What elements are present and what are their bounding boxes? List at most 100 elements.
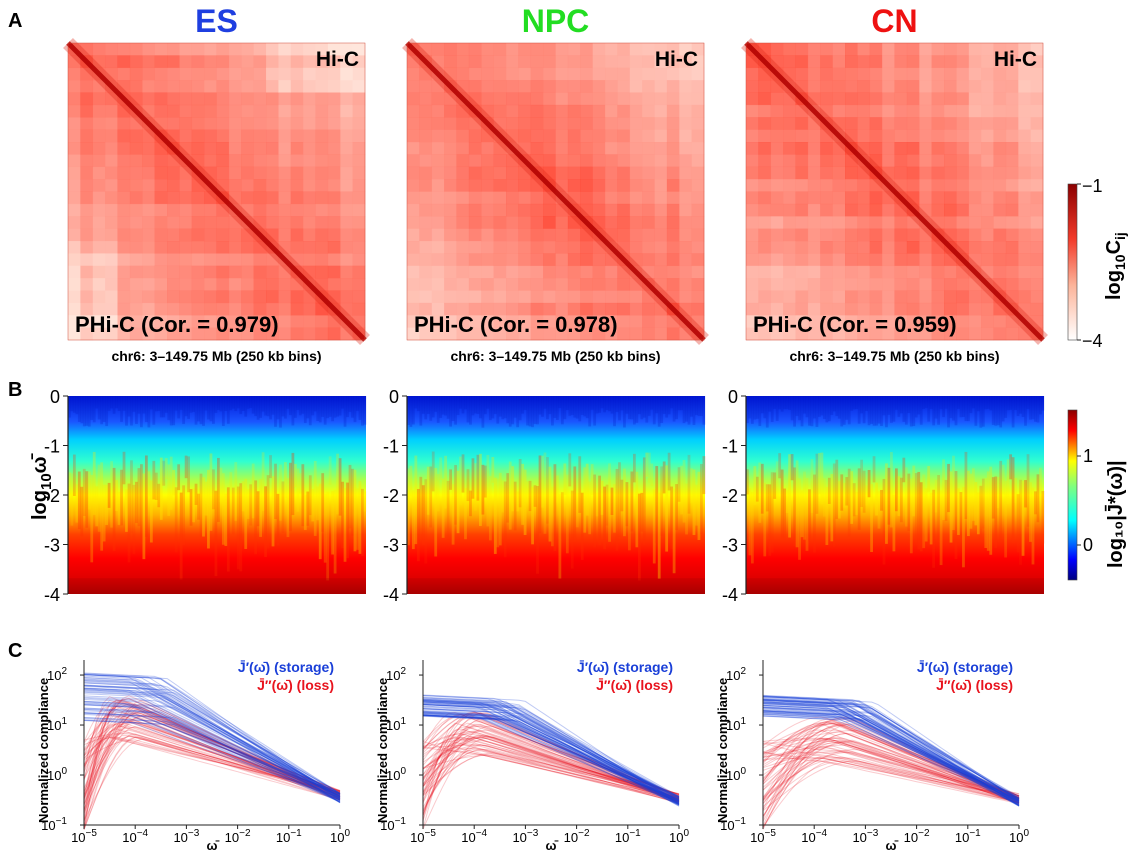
- legend-entry-loss: J̄″(ω̄) (loss): [596, 676, 673, 693]
- compliance-y-tick: 10−1: [720, 816, 746, 833]
- compliance-y-tick: 10−1: [41, 816, 67, 833]
- compliance-x-tick: 10−3: [173, 828, 199, 845]
- compliance-y-tick: 100: [726, 766, 746, 783]
- hic-label: Hi-C: [316, 48, 359, 71]
- legend-entry-storage: J̄′(ω̄) (storage): [238, 658, 334, 675]
- colorbar-b-label: log₁₀|J̄*(ω̄)|: [1105, 460, 1127, 568]
- compliance-xlabel: ω̄: [886, 838, 899, 852]
- condition-title-npc: NPC: [522, 3, 590, 39]
- legend-entry-storage: J̄′(ω̄) (storage): [917, 658, 1013, 675]
- compliance-x-tick: 10−1: [955, 828, 981, 845]
- compliance-x-tick: 10−5: [410, 828, 436, 845]
- compliance-x-tick: 10−2: [225, 828, 251, 845]
- panel-letter-b: B: [8, 379, 22, 401]
- hic-label: Hi-C: [655, 48, 698, 71]
- spectrum-cn: 0 -1 -2 -3 -4: [722, 387, 1045, 605]
- compliance-x-tick: 10−4: [461, 828, 487, 845]
- compliance-y-tick: 101: [47, 716, 67, 733]
- colorbar-b-tick-0: 0: [1083, 535, 1093, 555]
- compliance-legend: J̄′(ω̄) (storage)J̄″(ω̄) (loss): [238, 658, 334, 693]
- chromosome-range-label: chr6: 3–149.75 Mb (250 kb bins): [111, 348, 321, 364]
- compliance-x-tick: 10−5: [71, 828, 97, 845]
- colorbar-a-tick-bottom: −4: [1082, 331, 1103, 351]
- compliance-x-tick: 10−2: [904, 828, 930, 845]
- compliance-x-tick: 10−2: [564, 828, 590, 845]
- compliance-legend: J̄′(ω̄) (storage)J̄″(ω̄) (loss): [577, 658, 673, 693]
- spectrum-y-tick: -4: [722, 585, 738, 605]
- spectrum-y-tick: -1: [383, 437, 399, 457]
- compliance-ylabel: Normalized compliance: [375, 678, 390, 823]
- compliance-plot-es: 10−5 10−4 10−3 10−2 10−1 100 10−1 100 101 102Norm…: [36, 658, 350, 852]
- compliance-y-tick: 10−1: [380, 816, 406, 833]
- spectrum-es: 0 -1 -2 -3 -4: [44, 387, 367, 605]
- compliance-x-tick: 100: [330, 828, 350, 845]
- loss-curves: [83, 695, 341, 830]
- compliance-x-tick: 10−5: [750, 828, 776, 845]
- hic-diagonal: [744, 41, 1045, 342]
- spectrum-y-tick: -3: [383, 536, 399, 556]
- storage-curves: [762, 694, 1020, 807]
- compliance-y-tick: 101: [726, 716, 746, 733]
- spectrum-y-tick: -3: [722, 536, 738, 556]
- compliance-y-tick: 100: [47, 766, 67, 783]
- spectrum-y-tick: -4: [44, 585, 60, 605]
- spectrum-y-tick: 0: [50, 387, 60, 407]
- condition-title-cn: CN: [871, 3, 917, 39]
- compliance-y-tick: 100: [386, 766, 406, 783]
- compliance-x-tick: 10−3: [852, 828, 878, 845]
- phic-correlation-label: PHi-C (Cor. = 0.979): [75, 312, 279, 337]
- spectrum-y-tick: -2: [383, 486, 399, 506]
- phic-correlation-label: PHi-C (Cor. = 0.978): [414, 312, 618, 337]
- compliance-xlabel: ω̄: [207, 838, 220, 852]
- colorbar-b-gradient: [1067, 409, 1078, 581]
- hic-map-npc: NPC Hi-C PHi-C (Cor. = 0.978) chr6: 3–149.7…: [402, 3, 709, 364]
- chromosome-range-label: chr6: 3–149.75 Mb (250 kb bins): [450, 348, 660, 364]
- hic-map-cn: CN Hi-C PHi-C (Cor. = 0.959) chr6: 3–149.75…: [741, 3, 1048, 364]
- chromosome-range-label: chr6: 3–149.75 Mb (250 kb bins): [789, 348, 999, 364]
- colorbar-a: −1 −4 log10Cij: [1067, 176, 1128, 351]
- compliance-ylabel: Normalized compliance: [715, 678, 730, 823]
- legend-entry-loss: J̄″(ω̄) (loss): [257, 676, 334, 693]
- panel-b-ylabel: log10ω̄: [29, 453, 55, 520]
- colorbar-a-tick-top: −1: [1082, 176, 1103, 196]
- spectrum-y-tick: -2: [722, 486, 738, 506]
- colorbar-a-gradient: [1067, 183, 1078, 341]
- panel-c-compliance: 10−5 10−4 10−3 10−2 10−1 10010−1100101102Norm…: [36, 658, 1029, 852]
- legend-entry-loss: J̄″(ω̄) (loss): [936, 676, 1013, 693]
- compliance-plot-npc: 10−5 10−4 10−3 10−2 10−1 100 10−1 100 101 102Norm…: [375, 658, 689, 852]
- spectrum-y-tick: 0: [389, 387, 399, 407]
- panel-b-spectra: 0 -1 -2 -3 -4 0 -1 -2 -3 -4 0 -1 -2 -3 -4: [44, 387, 1045, 605]
- spectrum-y-tick: -3: [44, 536, 60, 556]
- compliance-y-tick: 101: [386, 716, 406, 733]
- spectrum-npc: 0 -1 -2 -3 -4: [383, 387, 706, 605]
- storage-curves: [422, 694, 680, 807]
- phic-correlation-label: PHi-C (Cor. = 0.959): [753, 312, 957, 337]
- spectrum-heatmap: [746, 396, 1044, 594]
- compliance-x-tick: 10−4: [801, 828, 827, 845]
- loss-curves: [422, 711, 680, 830]
- compliance-plot-cn: 10−5 10−4 10−3 10−2 10−1 100 10−1 100 101 102Norm…: [715, 658, 1029, 852]
- compliance-legend: J̄′(ω̄) (storage)J̄″(ω̄) (loss): [917, 658, 1013, 693]
- compliance-y-tick: 102: [386, 666, 406, 683]
- colorbar-b: 1 0 log₁₀|J̄*(ω̄)|: [1067, 409, 1127, 581]
- hic-label: Hi-C: [994, 48, 1037, 71]
- hic-map-es: ES Hi-C PHi-C (Cor. = 0.979) chr6: 3–149.75…: [63, 3, 370, 364]
- hic-diagonal: [405, 41, 706, 342]
- compliance-x-tick: 10−1: [276, 828, 302, 845]
- hic-diagonal: [66, 41, 367, 342]
- compliance-x-tick: 10−3: [512, 828, 538, 845]
- spectrum-y-tick: -4: [383, 585, 399, 605]
- panel-a-hic-maps: ES Hi-C PHi-C (Cor. = 0.979) chr6: 3–149.75…: [63, 3, 1048, 364]
- panel-letter-a: A: [8, 10, 22, 32]
- compliance-xlabel: ω̄: [546, 838, 559, 852]
- compliance-y-tick: 102: [47, 666, 67, 683]
- legend-entry-storage: J̄′(ω̄) (storage): [577, 658, 673, 675]
- compliance-x-tick: 10−4: [122, 828, 148, 845]
- compliance-ylabel: Normalized compliance: [36, 678, 51, 823]
- panel-letter-c: C: [8, 640, 22, 662]
- compliance-y-tick: 102: [726, 666, 746, 683]
- compliance-x-tick: 100: [1009, 828, 1029, 845]
- spectrum-heatmap: [407, 396, 705, 594]
- colorbar-b-tick-1: 1: [1083, 446, 1093, 466]
